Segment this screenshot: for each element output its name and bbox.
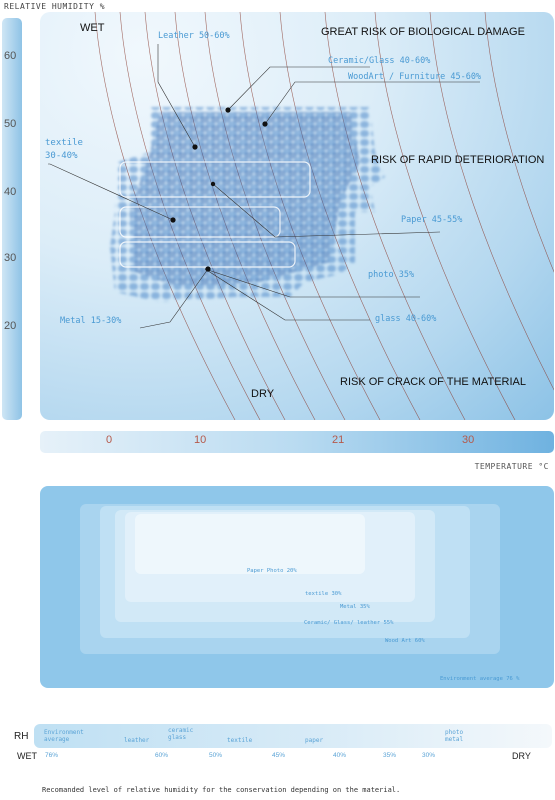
rh-label: RH xyxy=(14,731,29,742)
rh-material-leather: leather xyxy=(124,737,150,744)
y-tick-label: 20 xyxy=(4,320,17,332)
y-tick-label: 50 xyxy=(4,118,17,130)
humidity-curve xyxy=(374,12,516,420)
zone-label-metal: Metal 35% xyxy=(340,604,370,610)
dry-label: DRY xyxy=(251,388,275,400)
biological-risk-label: GREAT RISK OF BIOLOGICAL DAMAGE xyxy=(321,26,525,38)
rh-pct: 76% xyxy=(45,752,59,759)
y-tick-label: 30 xyxy=(4,252,17,264)
y-tick-label: 60 xyxy=(4,50,17,62)
annotation-metal: Metal 15-30% xyxy=(60,316,122,326)
rh-material-paper: paper xyxy=(305,737,324,744)
zone-label-textile: textile 30% xyxy=(305,591,342,597)
zone-label-ceramic: Ceramic/ Glass/ leather 55% xyxy=(304,620,394,626)
annotation-photo: photo 35% xyxy=(368,270,415,280)
x-tick-label: 21 xyxy=(332,434,345,446)
humidity-chart-svg xyxy=(48,12,554,420)
humidity-curve xyxy=(484,12,554,273)
leader-lines xyxy=(48,44,480,329)
rh-pct: 60% xyxy=(155,752,169,759)
annotation-woodart: WoodArt / Furniture 45-60% xyxy=(348,72,482,82)
y-tick-label: 40 xyxy=(4,186,17,198)
x-tick-label: 0 xyxy=(106,434,113,446)
annotation-textile: textile xyxy=(45,138,83,148)
zone-label-environment: Environment average 76 % xyxy=(440,676,520,682)
rh-material-environment: Environment average xyxy=(44,729,84,743)
wet-label: WET xyxy=(80,22,105,34)
crack-risk-label: RISK OF CRACK OF THE MATERIAL xyxy=(340,376,527,388)
y-axis-label: RELATIVE HUMIDITY % xyxy=(4,2,106,11)
humidity-chart-panel: WET GREAT RISK OF BIOLOGICAL DAMAGE RISK… xyxy=(40,12,554,420)
annotation-paper: Paper 45-55% xyxy=(401,215,463,225)
x-tick-label: 10 xyxy=(194,434,207,446)
rh-scale-bar xyxy=(34,724,552,748)
rh-pct: 35% xyxy=(383,752,397,759)
rh-pct: 30% xyxy=(422,752,436,759)
rh-material-ceramic: ceramic glass xyxy=(168,727,194,741)
rapid-deterioration-label: RISK OF RAPID DETERIORATION xyxy=(371,154,545,166)
rh-material-photo-metal: photo metal xyxy=(445,729,464,743)
paper-photo-zone xyxy=(135,514,365,574)
data-points xyxy=(170,107,268,272)
y-axis-bar xyxy=(2,18,22,420)
rh-pct: 50% xyxy=(209,752,223,759)
rh-pct: 45% xyxy=(272,752,286,759)
caption: Recomanded level of relative humidity fo… xyxy=(42,786,401,794)
zone-label-wood-art: Wood Art 60% xyxy=(385,638,425,644)
rh-dry-label: DRY xyxy=(512,751,531,761)
humidity-curve xyxy=(429,12,554,391)
annotation-leather: Leather 50-60% xyxy=(158,31,230,41)
annotation-textile-range: 30-40% xyxy=(45,151,78,161)
x-tick-label: 30 xyxy=(462,434,475,446)
annotation-glass: glass 40-60% xyxy=(375,314,437,324)
zone-label-paper-photo: Paper Photo 20% xyxy=(247,568,297,574)
rh-pct: 40% xyxy=(333,752,347,759)
x-axis-label: TEMPERATURE °C xyxy=(474,462,549,471)
rh-material-textile: textile xyxy=(227,737,253,744)
annotation-ceramic: Ceramic/Glass 40-60% xyxy=(328,56,431,66)
rh-wet-label: WET xyxy=(17,751,37,761)
x-axis-bar xyxy=(40,431,554,453)
material-blob xyxy=(110,107,385,302)
nested-humidity-panel: Paper Photo 20% textile 30% Metal 35% Ce… xyxy=(40,486,554,688)
